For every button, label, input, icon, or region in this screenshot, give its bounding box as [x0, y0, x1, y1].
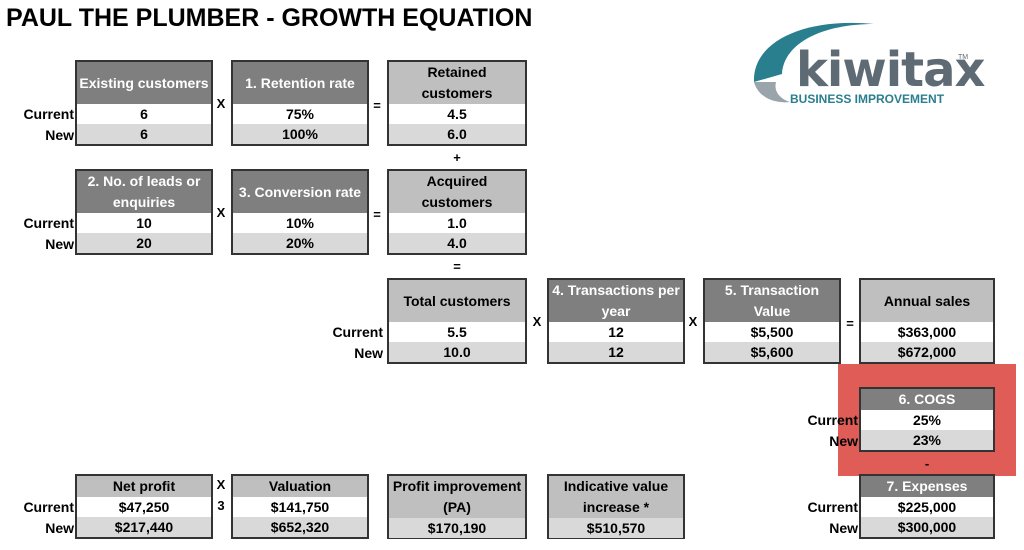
plus-operator: +	[453, 150, 461, 165]
current-value: 10%	[285, 215, 315, 231]
retained-customers-box: Retained customers 4.5 6.0	[387, 60, 527, 146]
box-header: 3. Conversion rate	[233, 171, 367, 213]
transactions-per-year-box: 4. Transactions per year 12 12	[547, 278, 685, 364]
equals-operator: =	[846, 316, 854, 331]
box-header: 2. No. of leads or enquiries	[77, 171, 211, 213]
row-label-current: Current	[23, 499, 74, 515]
row-label-current: Current	[807, 412, 858, 428]
box-header: 6. COGS	[861, 389, 993, 410]
logo-tagline: BUSINESS IMPROVEMENT	[790, 92, 945, 106]
leads-box: 2. No. of leads or enquiries 10 20	[75, 169, 213, 255]
box-header: 5. Transaction Value	[705, 280, 839, 322]
current-value: $5,500	[750, 324, 794, 340]
net-profit-box: Net profit $47,250 $217,440	[75, 474, 213, 539]
new-value: $217,440	[77, 517, 211, 537]
retention-rate-box: 1. Retention rate 75% 100%	[231, 60, 369, 146]
box-header: Retained customers	[389, 62, 525, 104]
current-value: 5.5	[447, 324, 467, 340]
page-title: PAUL THE PLUMBER - GROWTH EQUATION	[6, 4, 533, 32]
current-value: 25%	[912, 412, 942, 428]
equals-operator: =	[373, 207, 381, 222]
box-header: Net profit	[77, 476, 211, 497]
row-label-new: New	[45, 236, 74, 252]
new-value: $652,320	[233, 517, 367, 537]
current-value: 1.0	[447, 215, 467, 231]
box-header: Indicative value increase *	[549, 476, 683, 518]
current-value: 75%	[285, 106, 315, 122]
new-value: 6	[77, 124, 211, 144]
indicative-value-box: Indicative value increase * $510,570	[547, 474, 685, 539]
box-header: Existing customers	[77, 62, 211, 104]
swoosh-icon	[753, 22, 874, 103]
existing-customers-box: Existing customers 6 6	[75, 60, 213, 146]
transaction-value-box: 5. Transaction Value $5,500 $5,600	[703, 278, 841, 364]
new-value: 23%	[861, 430, 993, 450]
current-value: 6	[140, 106, 148, 122]
box-header: Total customers	[389, 280, 525, 322]
row-label-new: New	[829, 520, 858, 536]
box-header: Valuation	[233, 476, 367, 497]
profit-improvement-box: Profit improvement (PA) $170,190	[387, 474, 527, 539]
new-value: 6.0	[389, 124, 525, 144]
improvement-value: $170,190	[389, 518, 525, 538]
new-value: $300,000	[861, 517, 993, 537]
row-label-new: New	[829, 433, 858, 449]
new-value: 20%	[233, 233, 367, 253]
box-header: 1. Retention rate	[233, 62, 367, 104]
annual-sales-box: Annual sales $363,000 $672,000	[859, 278, 995, 364]
indicative-value: $510,570	[549, 518, 683, 538]
multiplier-value: 3	[217, 498, 225, 513]
row-label-new: New	[354, 345, 383, 361]
times-operator: X	[216, 477, 226, 492]
current-value: $225,000	[897, 499, 957, 515]
row-label-new: New	[45, 127, 74, 143]
new-value: $672,000	[861, 342, 993, 362]
current-value: 12	[608, 324, 624, 340]
current-value: 10	[136, 215, 152, 231]
current-value: $141,750	[270, 499, 330, 515]
row-label-current: Current	[807, 499, 858, 515]
box-header: 7. Expenses	[861, 476, 993, 497]
new-value: 100%	[233, 124, 367, 144]
equals-operator: =	[373, 98, 381, 113]
current-value: 4.5	[447, 106, 467, 122]
acquired-customers-box: Acquired customers 1.0 4.0	[387, 169, 527, 255]
times-operator: X	[216, 96, 226, 111]
current-value: $47,250	[118, 499, 170, 515]
times-operator: X	[532, 314, 542, 329]
row-label-current: Current	[332, 324, 383, 340]
new-value: 20	[77, 233, 211, 253]
new-value: 10.0	[389, 342, 525, 362]
box-header: Annual sales	[861, 280, 993, 322]
logo-wordmark: kiwitax	[796, 42, 985, 98]
conversion-rate-box: 3. Conversion rate 10% 20%	[231, 169, 369, 255]
new-value: 4.0	[389, 233, 525, 253]
box-header: Profit improvement (PA)	[389, 476, 525, 518]
equals-operator: =	[453, 259, 461, 274]
cogs-box: 6. COGS 25% 23%	[859, 387, 995, 452]
new-value: 12	[549, 342, 683, 362]
times-operator: X	[216, 205, 226, 220]
kiwitax-logo: kiwitax TM BUSINESS IMPROVEMENT	[744, 12, 985, 112]
valuation-box: Valuation $141,750 $652,320	[231, 474, 369, 539]
row-label-current: Current	[23, 106, 74, 122]
times-operator: X	[688, 314, 698, 329]
logo-trademark: TM	[958, 54, 969, 61]
box-header: Acquired customers	[389, 171, 525, 213]
expenses-box: 7. Expenses $225,000 $300,000	[859, 474, 995, 539]
current-value: $363,000	[897, 324, 957, 340]
minus-operator: -	[924, 456, 930, 471]
box-header: 4. Transactions per year	[549, 280, 683, 322]
new-value: $5,600	[705, 342, 839, 362]
row-label-current: Current	[23, 215, 74, 231]
total-customers-box: Total customers 5.5 10.0	[387, 278, 527, 364]
row-label-new: New	[45, 520, 74, 536]
